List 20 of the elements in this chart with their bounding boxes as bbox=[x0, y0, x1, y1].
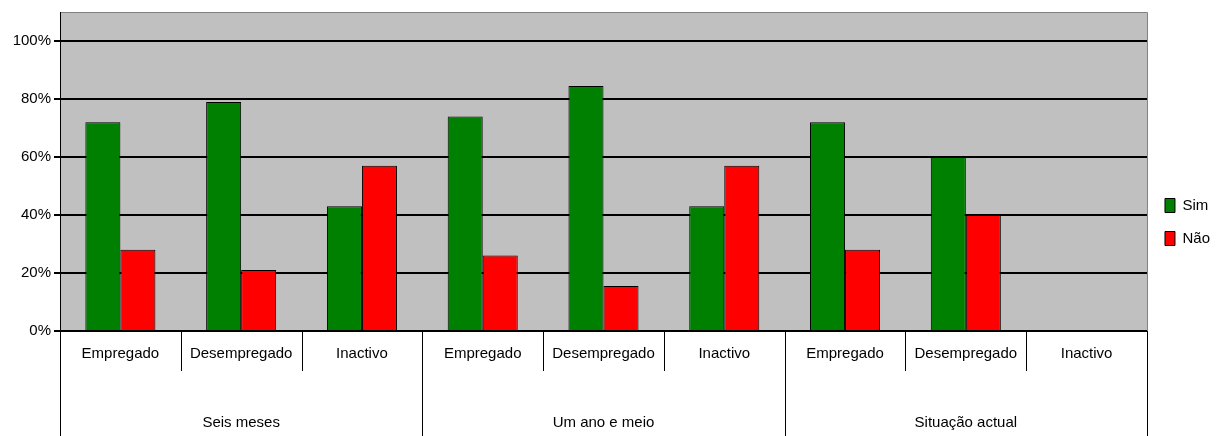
text: Situação actual bbox=[914, 413, 1018, 431]
y-tick-label: 0% bbox=[29, 321, 51, 339]
legend-label: Não bbox=[1182, 228, 1211, 246]
y-tick-label: 60% bbox=[20, 147, 51, 165]
y-tick-label: 100% bbox=[12, 31, 51, 49]
x-tick-label: Inactivo bbox=[698, 344, 751, 362]
text: Um ano e meio bbox=[552, 413, 655, 431]
y-tick-label: 80% bbox=[20, 89, 51, 107]
x-tick-label: Desempregado bbox=[552, 344, 655, 362]
x-tick-label: Desempregado bbox=[914, 344, 1018, 362]
x-tick-label: Inactivo bbox=[1060, 344, 1113, 362]
x-tick-label: Empregado bbox=[806, 344, 884, 362]
x-tick-label: Inactivo bbox=[336, 344, 388, 362]
y-tick-label: 20% bbox=[20, 263, 51, 281]
text: Seis meses bbox=[202, 413, 280, 431]
x-tick-label: Desempregado bbox=[189, 344, 293, 362]
x-tick-label: Empregado bbox=[443, 344, 522, 362]
x-tick-label: Empregado bbox=[81, 344, 160, 362]
legend-label: Sim bbox=[1182, 195, 1209, 213]
y-tick-label: 40% bbox=[20, 205, 51, 223]
